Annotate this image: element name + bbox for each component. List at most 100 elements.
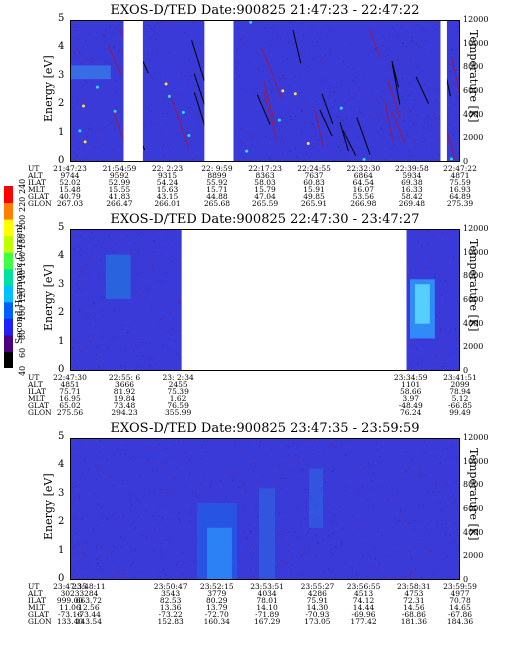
speckle [93,302,95,304]
speckle [308,156,310,158]
speckle [408,326,410,328]
speckle [106,460,108,462]
speckle [411,458,413,460]
speckle [282,153,284,155]
speckle [189,107,191,109]
speckle [84,79,86,81]
speckle [76,155,78,157]
row-label: GLON [28,617,52,626]
speckle [334,446,336,448]
emission-band [414,284,430,324]
table-cell: 23:50:47 [153,582,188,591]
speckle [411,36,413,38]
table-cell: 52.99 [108,178,131,187]
colorbar-tick: 60 [18,347,27,358]
speckle [260,21,262,23]
speckle [345,118,347,120]
speckle [321,58,323,60]
speckle [313,124,315,126]
speckle [99,457,101,459]
table-cell: 44.88 [206,192,228,201]
speckle [452,49,454,51]
speckle [211,496,213,498]
speckle [301,110,303,112]
speckle [124,366,126,368]
speckle [388,479,390,481]
speckle [75,552,77,554]
speckle [406,73,408,75]
speckle [225,496,227,498]
speckle [369,463,371,465]
speckle [362,486,364,488]
speckle [399,512,401,514]
table-cell: 13.79 [206,603,228,612]
speckle [435,484,437,486]
speckle [402,42,404,44]
speckle [153,240,155,242]
speckle [150,357,152,359]
speckle [122,516,124,518]
speckle [376,100,378,102]
speckle [105,495,107,497]
speckle [429,129,431,131]
speckle [305,506,307,508]
speckle [330,520,332,522]
speckle [281,530,283,532]
speckle [82,546,84,548]
speckle [276,35,278,37]
speckle [283,141,285,143]
speckle [131,271,133,273]
hot-spot [113,109,117,113]
speckle [280,537,282,539]
speckle [76,367,78,369]
table-cell: 266.47 [106,199,133,208]
speckle [406,134,408,136]
speckle [399,472,401,474]
speckle [160,253,162,255]
speckle [124,453,126,455]
speckle [346,440,348,442]
speckle [162,517,164,519]
table-cell: 8363 [255,171,275,180]
hot-spot [181,110,185,114]
table-cell: 16.93 [449,185,471,194]
speckle [394,498,395,500]
speckle [116,67,118,69]
streak [384,99,394,141]
speckle [88,278,90,279]
speckle [426,445,428,447]
speckle [88,34,90,36]
emission-band [309,468,324,528]
speckle [74,572,76,573]
speckle [331,470,333,472]
speckle [81,473,83,475]
speckle [95,558,97,560]
speckle [120,67,122,69]
streak [391,111,406,143]
orbit-table: UT 22:47:30 22:55: 6 23: 2:34 23:34:59 23:41:… [28,374,477,417]
table-cell: 15.79 [254,185,276,194]
speckle [322,77,324,79]
speckle [270,448,272,450]
speckle [308,545,310,547]
speckle [91,305,93,307]
y2-tick-label: 12000 [463,15,489,24]
table-cell: 22:17:23 [248,164,282,173]
speckle [220,480,222,482]
speckle [416,114,418,116]
table-cell: 4977 [450,589,470,598]
speckle [429,490,431,492]
streak [319,109,333,137]
speckle [352,68,354,70]
speckle [329,122,331,124]
y2-tick-label: 8000 [463,480,484,490]
speckle [112,513,114,515]
streak [261,48,274,77]
y-tick-label: 3 [58,278,65,290]
speckle [177,353,179,355]
speckle [146,24,148,26]
speckle [265,136,267,138]
speckle [211,481,213,483]
speckle [386,499,388,501]
speckle [82,518,84,520]
